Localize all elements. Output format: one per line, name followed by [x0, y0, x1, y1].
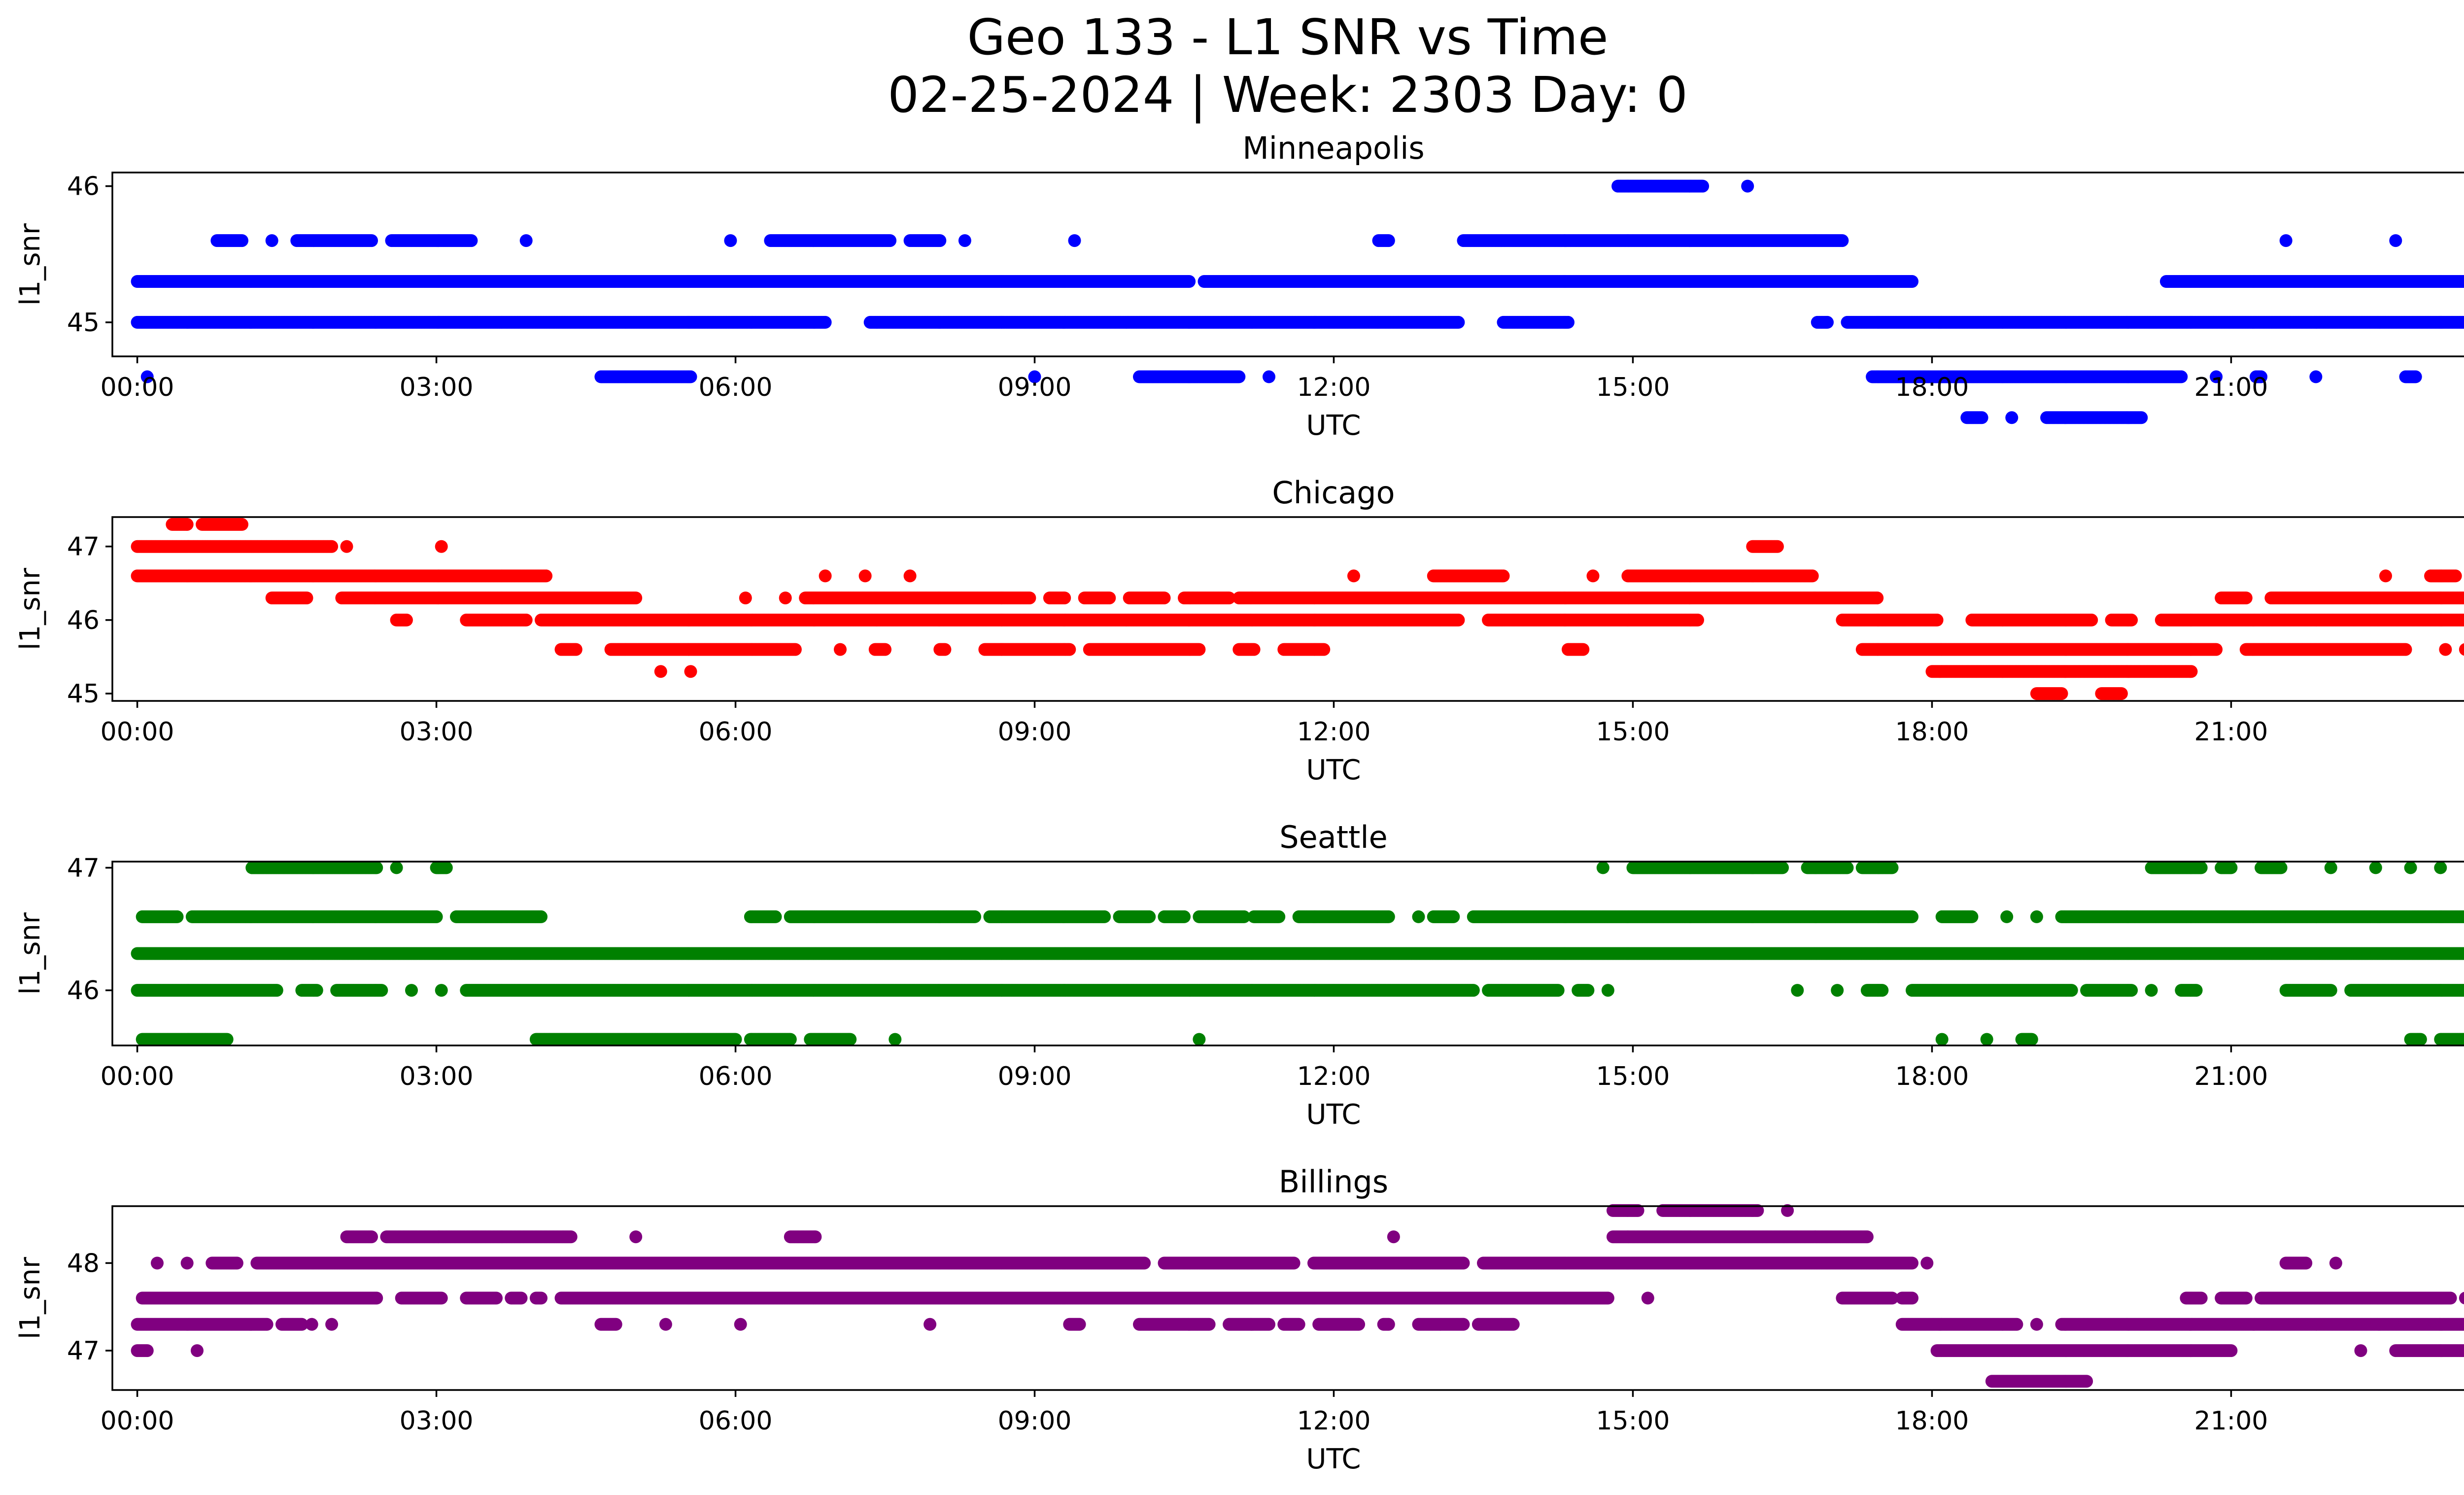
x-tick-label: 06:00 — [699, 373, 773, 402]
data-point — [2309, 370, 2323, 383]
data-point — [1068, 234, 1081, 247]
x-tick-label: 03:00 — [400, 373, 474, 402]
subplot-title: Chicago — [1272, 475, 1395, 511]
data-point — [1821, 315, 1834, 329]
data-point — [1771, 540, 1784, 553]
x-tick-label: 12:00 — [1297, 373, 1371, 402]
data-point — [958, 234, 971, 247]
data-point — [1263, 370, 1275, 383]
x-tick-label: 09:00 — [998, 373, 1072, 402]
data-point — [1696, 179, 1710, 193]
data-point — [265, 234, 278, 247]
data-point — [2135, 411, 2148, 424]
data-point — [2005, 411, 2019, 424]
subplot-minneapolis: Minneapolis 00:00 03:00 06:00 09:00 12:00 15:… — [14, 130, 2464, 442]
subplot-title: Minneapolis — [1242, 130, 1425, 166]
y-axis-label: l1_snr — [14, 223, 46, 306]
data-point — [1836, 234, 1849, 247]
data-point — [236, 234, 248, 247]
data-point — [1382, 234, 1395, 247]
data-point — [1452, 315, 1465, 329]
data-point — [2389, 234, 2402, 247]
figure-title-line-2: 02-25-2024 | Week: 2303 Day: 0 — [888, 66, 1687, 124]
data-point — [236, 518, 248, 531]
data-point — [325, 540, 339, 553]
data-point — [1906, 275, 1918, 288]
scatter-points — [131, 179, 2464, 424]
data-point — [819, 315, 832, 329]
data-point — [933, 234, 947, 247]
data-point — [1741, 179, 1754, 193]
data-point — [435, 540, 448, 553]
data-point — [2279, 234, 2293, 247]
data-point — [2409, 370, 2422, 383]
x-tick-label: 15:00 — [1596, 373, 1670, 402]
data-point — [180, 518, 194, 531]
x-tick-label: 00:00 — [101, 373, 174, 402]
x-tick-label: 18:00 — [1895, 373, 1969, 402]
data-point — [1232, 370, 1246, 383]
figure-title-line-1: Geo 133 - L1 SNR vs Time — [967, 8, 1608, 66]
data-point — [1562, 315, 1574, 329]
data-point — [724, 234, 737, 247]
y-tick-label: 46 — [67, 172, 100, 202]
data-point — [1975, 411, 1988, 424]
data-point — [519, 234, 533, 247]
data-point — [2175, 370, 2188, 383]
x-axis-label: UTC — [1306, 410, 1361, 442]
x-tick-label: 21:00 — [2194, 373, 2268, 402]
data-point — [684, 370, 697, 383]
data-point — [365, 234, 378, 247]
data-point — [884, 234, 897, 247]
data-point — [465, 234, 478, 247]
data-point — [1183, 275, 1196, 288]
data-point — [340, 540, 353, 553]
y-tick-label: 45 — [67, 308, 100, 338]
